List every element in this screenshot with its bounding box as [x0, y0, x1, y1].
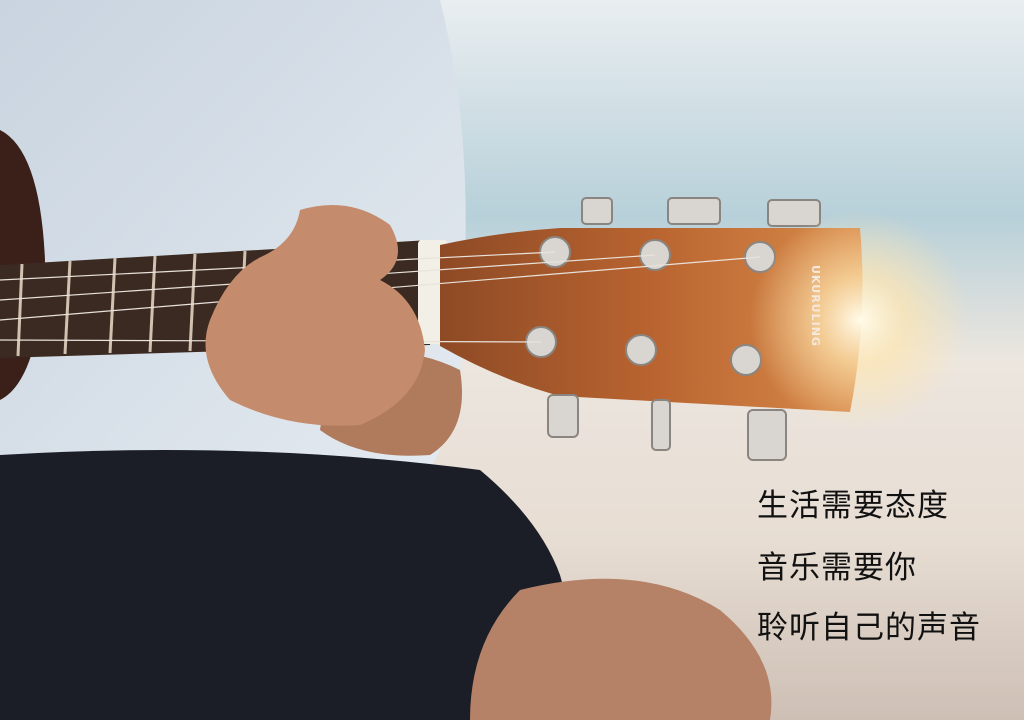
knee — [470, 578, 772, 720]
brand-text: UKURULING — [809, 265, 822, 347]
hand — [205, 205, 425, 426]
caption-line: 生活需要态度 — [757, 488, 949, 524]
caption-line: 音乐需要你 — [757, 550, 917, 586]
sun-glow — [750, 210, 970, 430]
shorts — [0, 450, 600, 720]
tuning-pegs — [525, 197, 821, 461]
caption-line: 聆听自己的声音 — [757, 610, 981, 646]
